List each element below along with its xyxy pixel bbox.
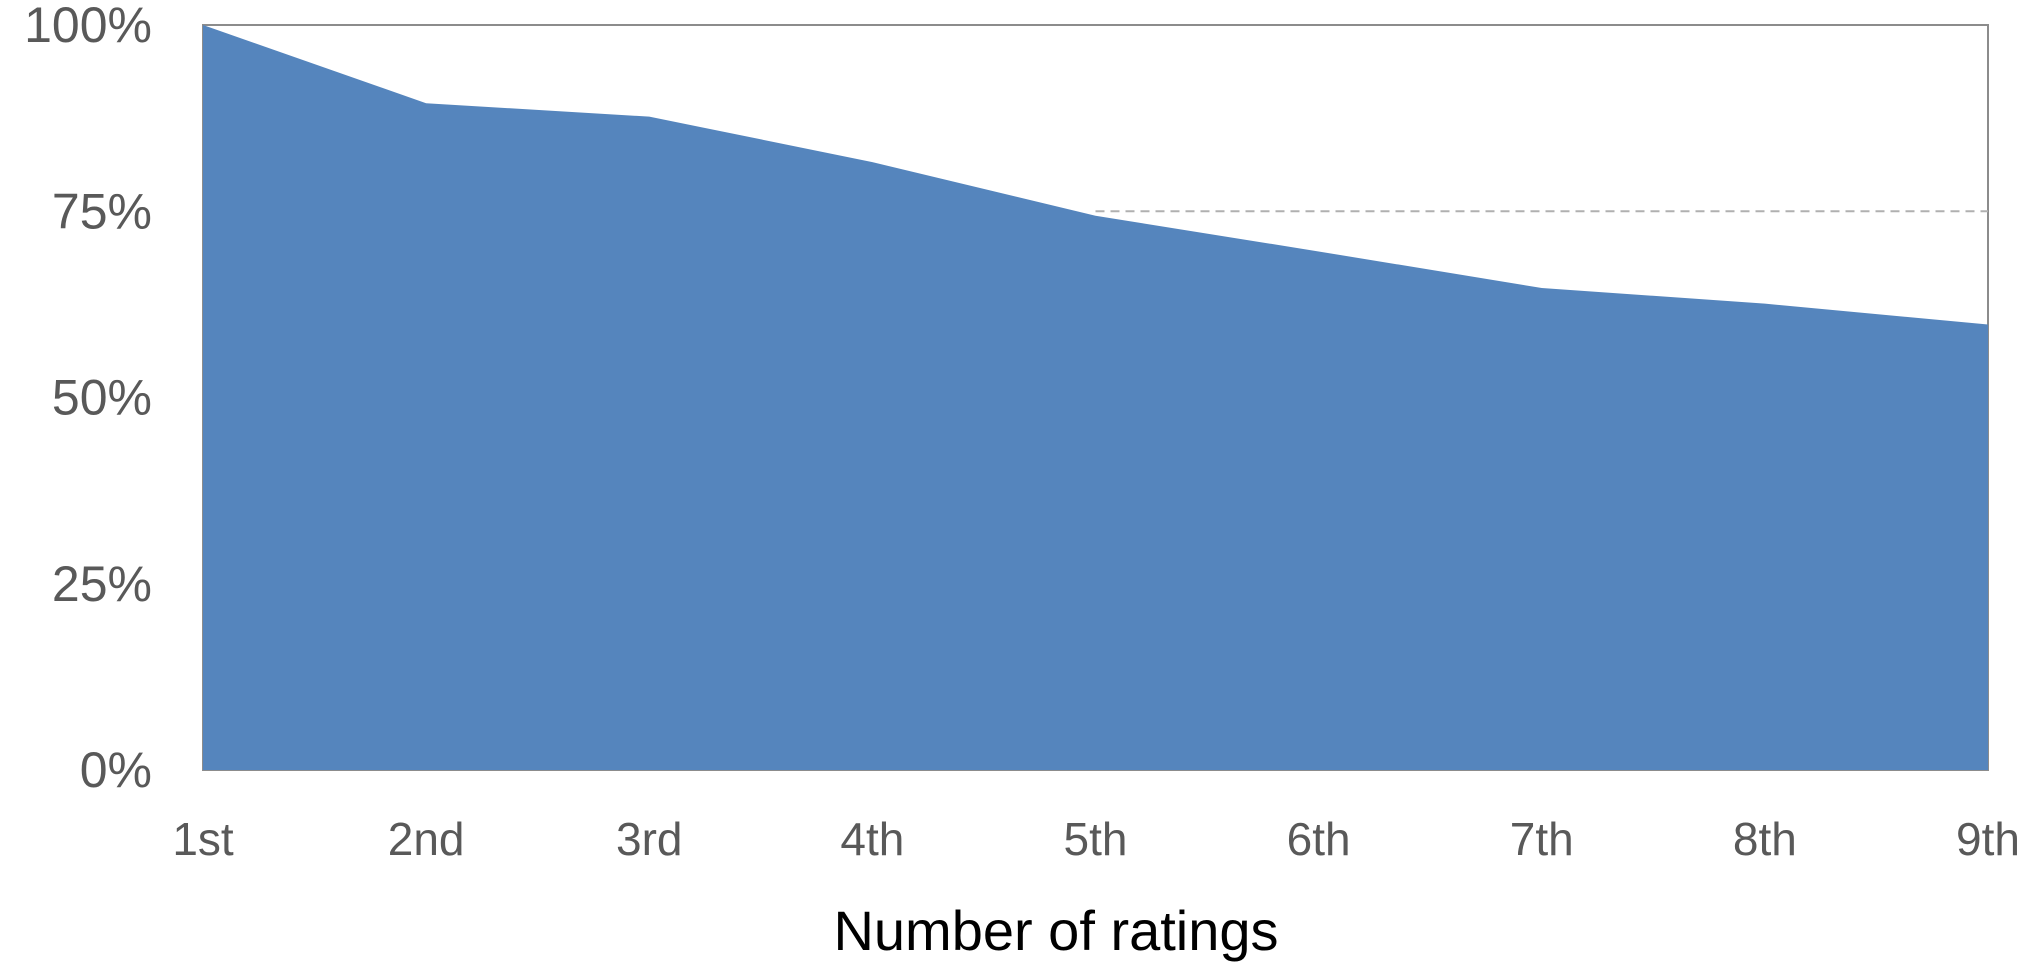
area-series [202,24,1989,770]
x-tick-label: 4th [840,813,904,865]
x-tick-label: 7th [1510,813,1574,865]
y-axis: 0% 25% 50% 75% 100% [24,0,152,798]
y-tick-label: 75% [52,183,152,239]
area-fill [203,25,1988,770]
y-tick-label: 0% [80,742,152,798]
x-axis-title: Number of ratings [833,899,1278,962]
y-tick-label: 25% [52,556,152,612]
y-tick-label: 50% [52,370,152,426]
x-tick-label: 1st [172,813,234,865]
x-tick-label: 3rd [616,813,682,865]
x-tick-label: 5th [1064,813,1128,865]
x-tick-label: 8th [1733,813,1797,865]
x-tick-label: 9th [1956,813,2020,865]
x-axis: 1st 2nd 3rd 4th 5th 6th 7th 8th 9th [172,813,2020,865]
x-tick-label: 2nd [388,813,465,865]
y-tick-label: 100% [24,0,152,53]
x-tick-label: 6th [1287,813,1351,865]
